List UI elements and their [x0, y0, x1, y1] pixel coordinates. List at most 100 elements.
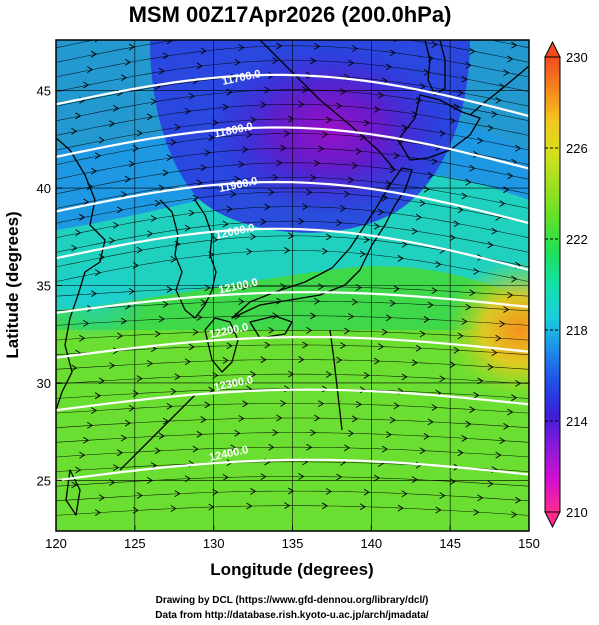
wind-arrow: [457, 89, 464, 97]
wind-arrow: [268, 443, 275, 451]
wind-arrow: [351, 45, 359, 53]
wind-arrow: [230, 444, 237, 452]
wind-arrow: [487, 124, 494, 132]
wind-arrow: [355, 400, 362, 408]
wind-arrow: [503, 186, 510, 194]
wind-arrow: [373, 222, 381, 230]
wind-arrow: [427, 301, 434, 309]
coastline-korea: [159, 199, 217, 319]
wind-arrow: [503, 423, 510, 430]
wind-arrow: [473, 151, 480, 158]
wind-arrow: [491, 349, 498, 356]
wind-arrow: [511, 275, 518, 283]
contour-line-11800: [56, 126, 529, 170]
wind-arrow: [310, 57, 317, 65]
wind-arrow: [192, 445, 199, 453]
wind-arrow: [128, 43, 135, 51]
wind-arrow: [419, 330, 426, 338]
wind-arrow: [347, 59, 355, 67]
wind-arrow: [397, 255, 404, 262]
wind-arrow: [280, 28, 285, 34]
wind-arrow: [260, 356, 267, 364]
wind-arrow: [449, 234, 456, 242]
credit-drawing: Drawing by DCL (https://www.gfd-dennou.o…: [156, 595, 429, 606]
wind-arrow: [170, 255, 177, 263]
wind-arrow: [113, 104, 120, 112]
wind-arrow: [373, 357, 381, 365]
wind-arrow: [385, 431, 392, 439]
wind-arrow: [94, 269, 102, 276]
wind-arrow: [359, 503, 366, 511]
wind-arrow: [150, 215, 157, 222]
wind-arrow: [344, 327, 351, 335]
wind-arrow: [170, 139, 177, 146]
x-tick-label: 135: [282, 536, 304, 551]
wind-arrow: [461, 192, 468, 200]
wind-arrow: [238, 415, 245, 422]
coastline-kyushu: [204, 317, 239, 373]
wind-arrow: [306, 443, 313, 451]
wind-arrow: [120, 434, 128, 442]
wind-arrow: [401, 124, 408, 131]
wind-arrow: [162, 52, 169, 60]
wind-arrow: [381, 328, 388, 336]
wind-arrow: [457, 449, 464, 457]
wind-arrow: [146, 230, 154, 238]
wind-arrow: [503, 69, 510, 77]
wind-arrow: [411, 476, 418, 483]
wind-arrow: [351, 415, 359, 423]
wind-arrow: [184, 224, 191, 232]
coastline-ryukyu: [119, 394, 196, 471]
wind-arrow: [314, 42, 321, 50]
wind-arrow: [79, 213, 86, 221]
wind-arrow: [298, 473, 305, 480]
wind-arrow: [310, 429, 317, 437]
wind-arrow: [250, 487, 257, 495]
wind-arrow: [325, 371, 333, 378]
wind-arrow: [302, 86, 309, 94]
contour-line-11900: [56, 180, 529, 225]
wind-arrow: [314, 414, 321, 422]
x-tick-label: 125: [124, 536, 146, 551]
wind-arrow: [260, 473, 267, 480]
wind-arrow: [196, 430, 203, 438]
wind-arrow: [507, 291, 514, 299]
wind-arrow: [226, 88, 233, 96]
coastline-shikoku: [249, 315, 293, 339]
wind-arrow: [515, 496, 522, 504]
wind-arrow: [419, 447, 426, 455]
colorbar-label: 226: [566, 141, 588, 156]
wind-arrow: [515, 379, 522, 387]
wind-arrow: [222, 220, 229, 228]
wind-arrow: [98, 136, 105, 144]
wind-arrow: [94, 392, 102, 400]
wind-arrow: [166, 154, 173, 162]
wind-arrow: [495, 451, 502, 459]
wind-arrow: [154, 330, 161, 338]
wind-arrow: [427, 418, 434, 426]
wind-arrow: [461, 318, 468, 325]
temperature-colorbar: 230 226 222 218 214 210: [544, 40, 588, 529]
wind-arrow: [340, 205, 347, 212]
wind-arrow: [113, 221, 120, 229]
wind-arrow: [288, 370, 295, 378]
wind-arrow: [415, 213, 422, 221]
wind-arrow: [188, 343, 195, 351]
wind-arrow: [250, 116, 257, 124]
wind-arrow: [109, 362, 116, 369]
coastline-hokkaido: [397, 94, 481, 161]
wind-arrow: [436, 28, 441, 34]
wind-arrow: [473, 391, 480, 399]
map-axes: 120 125 130 135 140 145 150 25 30 35 40 45: [37, 84, 540, 551]
y-tick-label: 40: [37, 181, 51, 196]
wind-arrow: [435, 260, 442, 268]
wind-arrow: [146, 360, 154, 367]
wind-arrow: [272, 312, 279, 320]
wind-arrow: [83, 436, 90, 444]
wind-arrow: [415, 96, 422, 104]
wind-arrow: [120, 74, 128, 82]
wind-arrow: [423, 432, 430, 440]
wind-arrow: [340, 88, 347, 95]
wind-arrow: [373, 105, 381, 113]
wind-arrow: [431, 158, 438, 165]
